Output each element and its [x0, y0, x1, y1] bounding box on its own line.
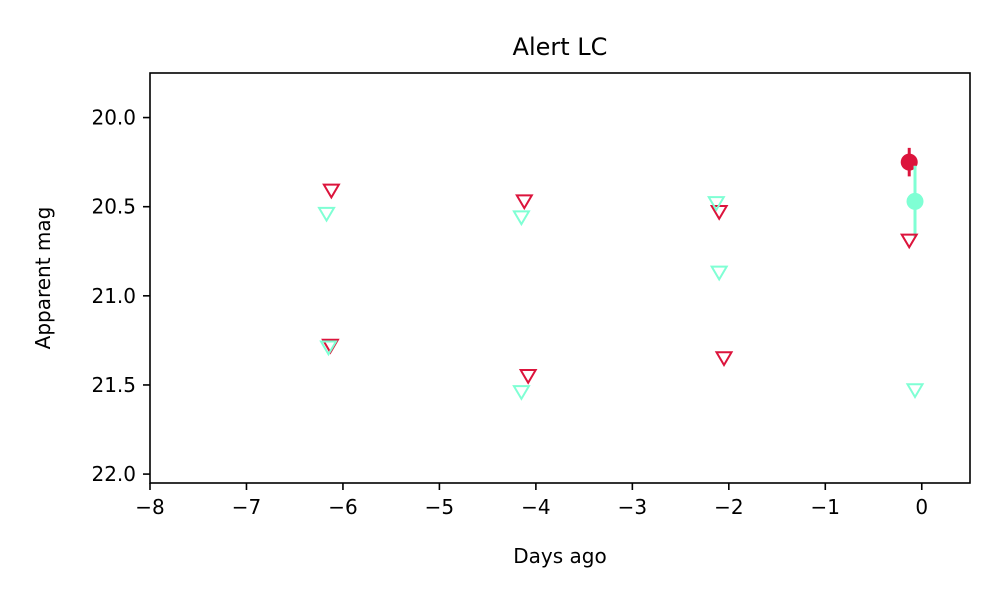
upper-limit-marker: [709, 205, 729, 221]
upper-limit-marker: [709, 265, 729, 282]
x-tick-label: −6: [328, 495, 357, 519]
upper-limit-marker: [707, 196, 726, 212]
series-1: [906, 165, 924, 237]
upper-limit-marker: [512, 210, 531, 227]
chart-title: Alert LC: [513, 33, 608, 61]
x-tick-label: −3: [618, 495, 647, 519]
x-tick-label: 0: [915, 495, 928, 519]
series-3: [317, 196, 925, 401]
x-axis-label: Days ago: [513, 544, 606, 568]
upper-limit-marker: [714, 351, 734, 367]
detection-point: [906, 192, 924, 210]
y-axis: 20.0 20.5 21.0 21.5 22.0: [91, 106, 150, 486]
series-0: [900, 147, 918, 177]
y-tick-label: 20.0: [91, 106, 136, 130]
x-tick-label: −1: [811, 495, 840, 519]
y-tick-label: 20.5: [91, 195, 136, 219]
x-tick-label: −7: [232, 495, 261, 519]
x-tick-label: −5: [425, 495, 454, 519]
upper-limit-marker: [899, 233, 919, 250]
upper-limit-marker: [515, 194, 534, 211]
x-tick-label: −8: [135, 495, 164, 519]
upper-limit-marker: [518, 369, 538, 385]
y-tick-label: 21.5: [91, 373, 136, 397]
x-tick-label: −4: [521, 495, 550, 519]
x-axis: −8 −7 −6 −5 −4 −3 −2 −1 0: [135, 483, 928, 519]
upper-limit-marker: [512, 385, 531, 401]
upper-limit-marker: [322, 183, 341, 200]
upper-limit-marker: [317, 206, 336, 223]
y-tick-label: 21.0: [91, 284, 136, 308]
plot-marks: [317, 147, 925, 401]
detection-point: [900, 153, 918, 171]
x-tick-label: −2: [714, 495, 743, 519]
y-tick-label: 22.0: [91, 462, 136, 486]
plot-frame: [149, 72, 971, 484]
upper-limit-marker: [319, 340, 338, 357]
upper-limit-marker: [905, 383, 925, 400]
series-2: [321, 183, 919, 385]
y-axis-label: Apparent mag: [31, 207, 55, 350]
